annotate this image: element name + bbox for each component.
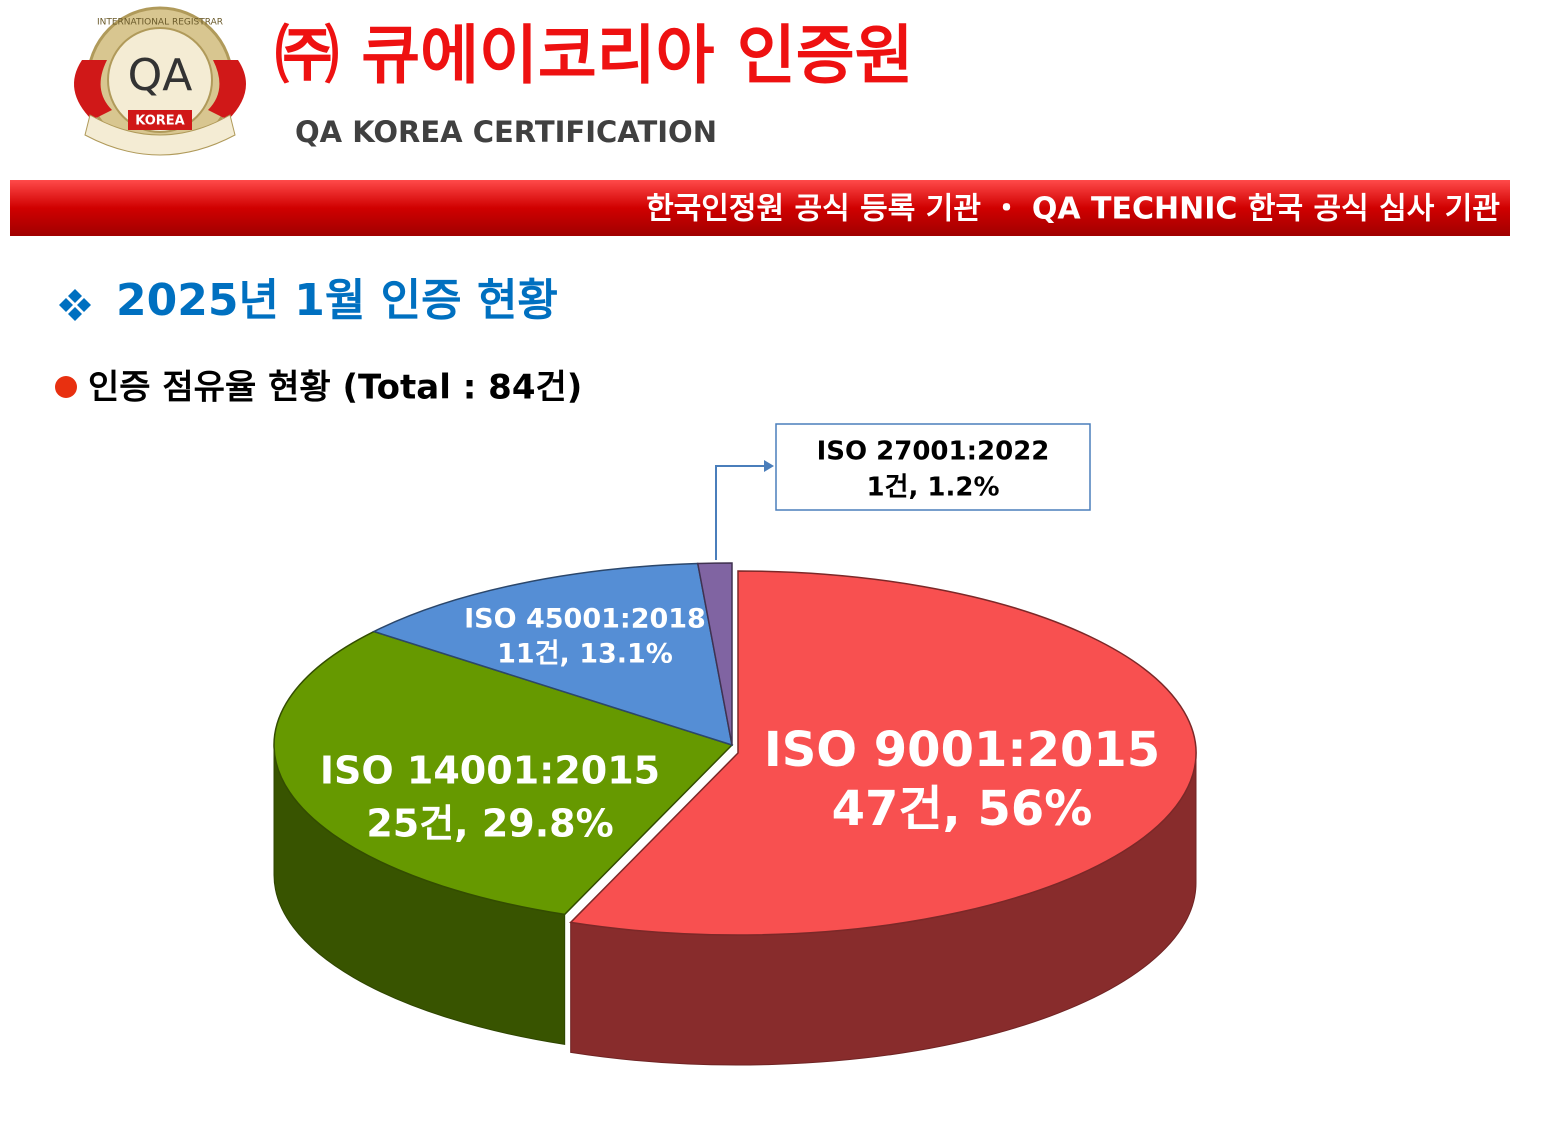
slice-name: ISO 14001:2015 bbox=[320, 749, 660, 793]
company-subtitle: QA KOREA CERTIFICATION bbox=[295, 115, 717, 149]
title-bullet bbox=[55, 376, 77, 398]
chart-title: 인증 점유율 현황 (Total : 84건) bbox=[88, 368, 582, 408]
company-title: ㈜ 큐에이코리아 인증원 bbox=[275, 20, 913, 94]
logo-emblem: QA bbox=[128, 50, 193, 101]
slice bbox=[569, 570, 1197, 936]
banner bbox=[10, 180, 1510, 236]
slice bbox=[371, 562, 733, 747]
callout-leader bbox=[715, 465, 768, 560]
slice-value-label: 11건, 13.1% bbox=[497, 639, 673, 670]
logo: QA INTERNATIONAL REGISTRAR KOREA bbox=[74, 6, 246, 156]
slice-name: ISO 9001:2015 bbox=[764, 722, 1160, 778]
section-bullet bbox=[59, 289, 91, 321]
logo-ring: INTERNATIONAL REGISTRAR bbox=[97, 18, 223, 28]
slice bbox=[273, 630, 734, 916]
pie-chart bbox=[273, 562, 1197, 1066]
slice-value-label: 47건, 56% bbox=[832, 781, 1093, 837]
slice-value-label: 25건, 29.8% bbox=[366, 802, 613, 846]
section-title: 2025년 1월 인증 현황 bbox=[116, 275, 558, 326]
logo-ribbon: KOREA bbox=[135, 114, 185, 129]
slice-name: ISO 27001:2022 bbox=[817, 437, 1050, 467]
banner-text: 한국인정원 공식 등록 기관 ・ QA TECHNIC 한국 공식 심사 기관 bbox=[646, 192, 1500, 227]
callout-arrow bbox=[764, 460, 774, 472]
slice bbox=[696, 562, 733, 746]
callout-box bbox=[775, 423, 1091, 511]
slice-value-label: 1건, 1.2% bbox=[866, 473, 999, 503]
slice-name: ISO 45001:2018 bbox=[464, 604, 706, 635]
